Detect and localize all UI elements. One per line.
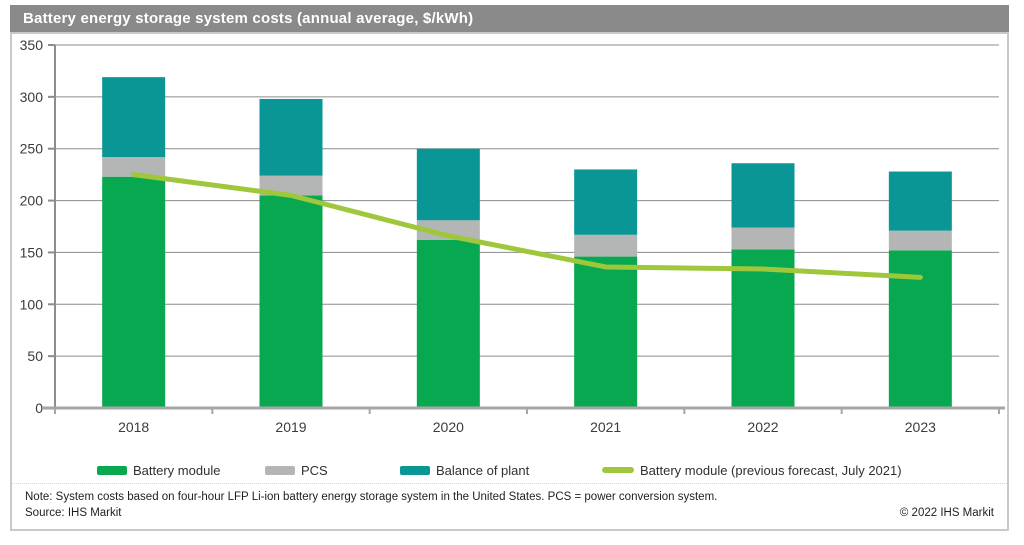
x-category-label: 2023 bbox=[905, 419, 936, 435]
y-tick-label: 350 bbox=[20, 37, 44, 53]
y-tick-label: 50 bbox=[27, 348, 43, 364]
bar-2021-balance-of-plant bbox=[574, 169, 638, 235]
bar-2022-pcs bbox=[731, 227, 795, 250]
legend-label: PCS bbox=[301, 462, 328, 478]
note-text: Note: System costs based on four-hour LF… bbox=[25, 491, 718, 503]
x-category-label: 2019 bbox=[275, 419, 306, 435]
bar-2018-balance-of-plant bbox=[102, 77, 166, 158]
forecast-line bbox=[131, 172, 923, 280]
bar-2018-battery-module bbox=[102, 176, 166, 408]
bar-2020-battery-module bbox=[416, 239, 480, 408]
y-tick-label: 150 bbox=[20, 244, 44, 260]
bar-2020-balance-of-plant bbox=[416, 148, 480, 221]
chart-title-bar: Battery energy storage system costs (ann… bbox=[10, 5, 1009, 32]
legend: Battery module PCS Balance of plant Batt… bbox=[12, 460, 1007, 482]
legend-item-balance-of-plant: Balance of plant bbox=[400, 460, 529, 480]
bar-2022-battery-module bbox=[731, 249, 795, 408]
x-category-label: 2021 bbox=[590, 419, 621, 435]
legend-label: Battery module (previous forecast, July … bbox=[640, 462, 902, 478]
bar-2023-balance-of-plant bbox=[888, 171, 952, 231]
legend-item-battery-module: Battery module bbox=[97, 460, 220, 480]
bar-2023-pcs bbox=[888, 230, 952, 251]
legend-item-forecast: Battery module (previous forecast, July … bbox=[602, 460, 902, 480]
bar-2021-pcs bbox=[574, 234, 638, 257]
bar-2021-battery-module bbox=[574, 256, 638, 408]
x-category-label: 2020 bbox=[433, 419, 464, 435]
y-tick-label: 200 bbox=[20, 193, 44, 209]
bar-2019-battery-module bbox=[259, 195, 323, 408]
y-axis: 0 50 100 150 200 250 300 350 bbox=[20, 37, 56, 416]
x-category-label: 2022 bbox=[747, 419, 778, 435]
forecast-line-swatch-icon bbox=[602, 467, 634, 473]
bars-group bbox=[102, 77, 952, 408]
y-tick-label: 0 bbox=[35, 400, 43, 416]
copyright-text: © 2022 IHS Markit bbox=[899, 507, 994, 519]
balance-of-plant-swatch-icon bbox=[400, 465, 430, 475]
y-tick-label: 100 bbox=[20, 296, 44, 312]
plot-area: 0 50 100 150 200 250 300 350 2018 2019 2020 2021 202… bbox=[20, 37, 1005, 435]
legend-label: Battery module bbox=[133, 462, 221, 478]
gridlines bbox=[55, 44, 999, 357]
chart-panel: 0 50 100 150 200 250 300 350 2018 2019 2020 2021 202… bbox=[10, 32, 1009, 531]
bar-2022-balance-of-plant bbox=[731, 163, 795, 228]
x-axis: 2018 2019 2020 2021 2022 2023 bbox=[42, 406, 1005, 435]
bar-2018-pcs bbox=[102, 157, 166, 177]
y-tick-label: 300 bbox=[20, 89, 44, 105]
source-text: Source: IHS Markit bbox=[25, 507, 122, 519]
bar-2019-pcs bbox=[259, 175, 323, 196]
chart-title: Battery energy storage system costs (ann… bbox=[23, 10, 474, 27]
legend-label: Balance of plant bbox=[436, 462, 530, 478]
y-tick-label: 250 bbox=[20, 141, 44, 157]
footer-notes: Note: System costs based on four-hour LF… bbox=[25, 490, 994, 521]
pcs-swatch-icon bbox=[265, 465, 295, 475]
footer-divider bbox=[12, 483, 1007, 484]
x-category-label: 2018 bbox=[118, 419, 149, 435]
bar-2019-balance-of-plant bbox=[259, 98, 323, 176]
battery-module-swatch-icon bbox=[97, 465, 127, 475]
bar-2020-pcs bbox=[416, 220, 480, 240]
legend-item-pcs: PCS bbox=[265, 460, 328, 480]
